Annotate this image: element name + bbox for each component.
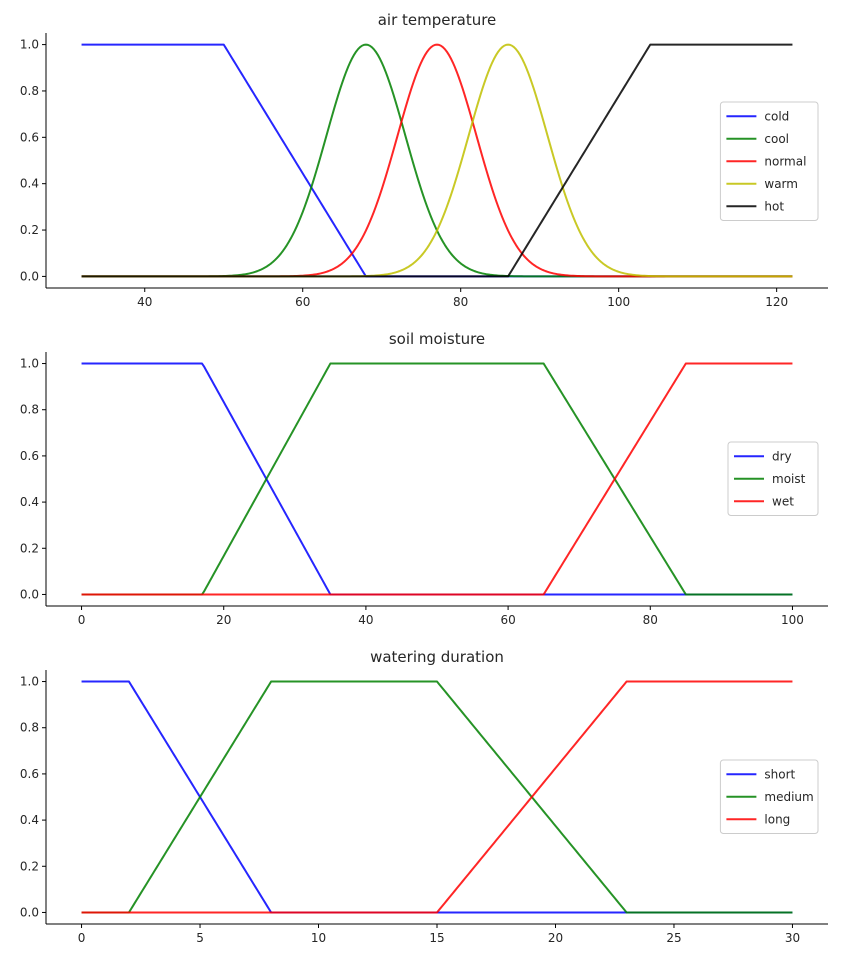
y-tick-label: 0.0: [20, 587, 39, 601]
x-tick-label: 80: [453, 295, 468, 309]
series-line-moist: [81, 362, 793, 596]
series-line-hot: [81, 43, 793, 278]
x-tick-label: 25: [666, 931, 681, 945]
y-tick-label: 0.8: [20, 84, 39, 98]
legend: cold cool normal warm hot: [719, 101, 819, 221]
y-tick-label: 0.4: [20, 495, 39, 509]
y-tick-label: 0.4: [20, 813, 39, 827]
legend-label-moist: moist: [772, 472, 806, 486]
x-tick-label: 80: [643, 613, 658, 627]
y-tick-label: 1.0: [20, 38, 39, 52]
series-line-medium: [81, 680, 793, 914]
chart-title: air temperature: [378, 11, 497, 29]
y-tick-label: 1.0: [20, 675, 39, 689]
y-tick-label: 0.8: [20, 403, 39, 417]
series-line-normal: [81, 43, 793, 278]
chart-panel-2: watering duration 0.0 0.2 0.4 0.6 0.8 1.0 0 5 10 1…: [20, 648, 828, 945]
y-tick-label: 0.8: [20, 721, 39, 735]
x-tick-label: 120: [765, 295, 788, 309]
series-line-wet: [81, 362, 793, 596]
y-tick-label: 0.6: [20, 130, 39, 144]
legend-label-long: long: [764, 812, 790, 826]
legend-label-short: short: [764, 767, 795, 781]
x-tick-label: 30: [785, 931, 800, 945]
series-line-dry: [81, 362, 793, 596]
x-tick-label: 5: [196, 931, 204, 945]
y-tick-label: 0.2: [20, 223, 39, 237]
legend-label-normal: normal: [764, 154, 806, 168]
legend-label-wet: wet: [772, 494, 794, 508]
legend-frame: [727, 441, 819, 516]
y-tick-label: 0.2: [20, 859, 39, 873]
y-tick-label: 0.0: [20, 269, 39, 283]
x-tick-label: 15: [429, 931, 444, 945]
x-tick-label: 60: [500, 613, 515, 627]
series-line-cold: [81, 43, 793, 278]
legend-label-cool: cool: [764, 132, 789, 146]
legend-frame: [719, 101, 819, 221]
chart-title: soil moisture: [389, 330, 485, 348]
x-tick-label: 0: [78, 613, 86, 627]
legend-label-warm: warm: [764, 177, 798, 191]
legend-frame: [719, 759, 819, 834]
y-tick-label: 0.2: [20, 541, 39, 555]
legend: short medium long: [719, 759, 819, 834]
x-tick-label: 20: [548, 931, 563, 945]
x-tick-label: 100: [607, 295, 630, 309]
x-tick-label: 10: [311, 931, 326, 945]
chart-panel-1: soil moisture 0.0 0.2 0.4 0.6 0.8 1.0 0 20 40 60 80…: [20, 330, 828, 627]
series-line-warm: [81, 43, 793, 278]
y-tick-label: 0.0: [20, 905, 39, 919]
series-line-cool: [81, 43, 793, 278]
y-tick-label: 0.6: [20, 449, 39, 463]
legend-label-hot: hot: [764, 199, 784, 213]
x-tick-label: 40: [137, 295, 152, 309]
legend-label-medium: medium: [764, 790, 813, 804]
y-tick-label: 0.4: [20, 177, 39, 191]
legend-label-dry: dry: [772, 449, 792, 463]
y-tick-label: 0.6: [20, 767, 39, 781]
x-tick-label: 20: [216, 613, 231, 627]
x-tick-label: 40: [358, 613, 373, 627]
x-tick-label: 0: [78, 931, 86, 945]
legend: dry moist wet: [727, 441, 819, 516]
x-tick-label: 100: [781, 613, 804, 627]
y-tick-label: 1.0: [20, 357, 39, 371]
x-tick-label: 60: [295, 295, 310, 309]
chart-title: watering duration: [370, 648, 504, 666]
chart-panel-0: air temperature 0.0 0.2 0.4 0.6 0.8 1.0 40 60 80 1…: [20, 11, 828, 309]
series-line-long: [81, 680, 793, 914]
legend-label-cold: cold: [764, 109, 789, 123]
series-line-short: [81, 680, 793, 914]
